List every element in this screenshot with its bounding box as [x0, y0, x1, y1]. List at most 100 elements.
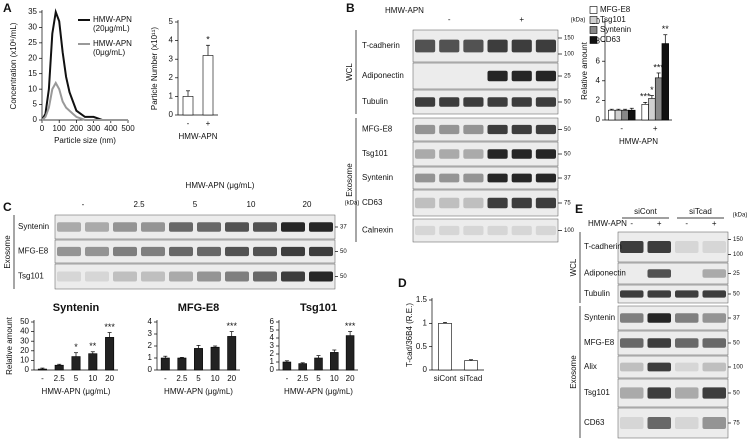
blot-band: [647, 417, 671, 429]
kda-marker: 75: [733, 421, 740, 427]
significance-mark: ***: [640, 92, 651, 102]
kda-marker: 50: [564, 100, 571, 106]
blot-band: [620, 338, 644, 348]
y-tick-label: 10: [28, 84, 37, 93]
blot-band: [463, 97, 484, 107]
bar: [282, 361, 292, 371]
kda-marker: 50: [733, 292, 740, 298]
blot-band: [620, 417, 644, 429]
lane-label: -: [630, 219, 633, 228]
blot-band: [415, 124, 436, 135]
bar: [608, 109, 616, 121]
bar: [661, 43, 669, 121]
blot-band: [253, 271, 277, 282]
y-tick-label: 0: [423, 365, 428, 374]
kda-marker: 50: [340, 249, 347, 255]
y-tick-label: 1.5: [416, 295, 428, 304]
bar: [71, 356, 81, 371]
bar: [648, 98, 656, 121]
blot-group-label: Exosome: [569, 355, 578, 389]
blot-band: [511, 149, 532, 159]
lane-label: 10: [247, 200, 256, 209]
kda-marker: 50: [564, 127, 571, 133]
blot-band: [85, 246, 109, 257]
significance-mark: ***: [226, 321, 237, 331]
lane-label: 5: [193, 200, 198, 209]
y-tick-label: 40: [20, 327, 29, 336]
x-tick-label: 2.5: [297, 374, 309, 383]
protein-label: MFG-E8: [362, 125, 393, 134]
condition-label: siCont: [634, 207, 657, 216]
blot-header: HMW-APN: [385, 6, 424, 15]
protein-label: Tsg101: [584, 388, 610, 397]
blot-band: [463, 149, 484, 159]
blot-header: HMW-APN: [588, 219, 627, 228]
blot-header: HMW-APN (μg/mL): [186, 181, 255, 190]
x-tick-label: 5: [74, 374, 79, 383]
bar: [210, 346, 220, 371]
blot-band: [253, 246, 277, 257]
blot-band: [309, 222, 333, 232]
blot-band: [535, 149, 556, 159]
blot-band: [487, 70, 508, 82]
legend-swatch: [589, 6, 598, 14]
legend-label: Syntenin: [600, 25, 631, 34]
lane-label: -: [685, 219, 688, 228]
blot-group-label: Exosome: [345, 163, 354, 197]
x-tick-label: -: [187, 119, 190, 128]
significance-mark: ***: [345, 321, 356, 331]
blot-group-label: WCL: [345, 63, 354, 81]
blot-band: [169, 246, 193, 257]
bar: [614, 109, 623, 121]
blot-band: [675, 362, 699, 372]
blot-band: [225, 222, 249, 232]
protein-label: T-cadherin: [584, 242, 622, 251]
protein-label: Tubulin: [362, 97, 388, 106]
y-tick-label: 3: [148, 329, 153, 338]
protein-label: Syntenin: [362, 173, 393, 182]
blot-band: [281, 271, 305, 282]
protein-label: CD63: [362, 198, 383, 207]
blot-band: [169, 271, 193, 282]
blot-band: [675, 417, 699, 429]
lane-label: +: [519, 15, 524, 24]
y-tick-label: 20: [20, 346, 29, 355]
bar: [160, 357, 170, 371]
blot-band: [702, 362, 726, 372]
y-tick-label: 6: [596, 56, 601, 65]
blot-band: [309, 271, 333, 282]
x-tick-label: -: [164, 374, 167, 383]
y-tick-label: 20: [28, 53, 37, 62]
x-tick-label: 2.5: [176, 374, 188, 383]
protein-label: Calnexin: [362, 226, 393, 235]
blot-band: [647, 387, 671, 399]
blot-band: [511, 97, 532, 107]
y-tick-label: 5: [169, 17, 174, 26]
protein-label: MFG-E8: [18, 247, 49, 256]
blot-band: [141, 246, 165, 257]
blot-band: [463, 173, 484, 183]
y-tick-label: 5: [33, 100, 38, 109]
blot-band: [675, 241, 699, 253]
blot-band: [463, 124, 484, 135]
blot-band: [253, 222, 277, 232]
bar: [88, 353, 98, 371]
blot-band: [309, 246, 333, 257]
y-tick-label: 30: [20, 336, 29, 345]
significance-mark: **: [89, 341, 97, 351]
blot-band: [487, 197, 508, 209]
y-tick-label: 3: [270, 341, 275, 350]
x-tick-label: siCont: [434, 374, 457, 383]
y-axis-label: Relative amount: [5, 316, 14, 375]
protein-label: Adiponectin: [362, 71, 404, 80]
blot-band: [113, 222, 137, 232]
y-axis-label: Particle Number (x10¹¹): [150, 27, 159, 110]
blot-band: [535, 97, 556, 107]
panel-label: C: [3, 200, 12, 214]
kda-marker: 25: [733, 271, 740, 277]
bar: [654, 77, 663, 121]
bar: [314, 357, 323, 371]
kda-marker: 37: [564, 176, 571, 182]
blot-band: [511, 225, 532, 236]
blot-band: [487, 173, 508, 183]
